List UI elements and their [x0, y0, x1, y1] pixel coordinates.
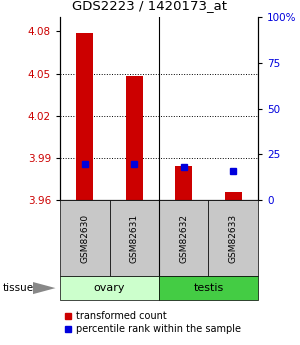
Bar [208, 200, 258, 276]
Text: ovary: ovary [94, 283, 125, 293]
Bar [76, 33, 93, 200]
Bar [110, 200, 159, 276]
Bar [175, 166, 192, 200]
Text: GSM82630: GSM82630 [80, 214, 89, 263]
Text: GSM82632: GSM82632 [179, 214, 188, 263]
Text: GDS2223 / 1420173_at: GDS2223 / 1420173_at [73, 0, 227, 12]
Bar [159, 200, 208, 276]
Legend: transformed count, percentile rank within the sample: transformed count, percentile rank withi… [65, 311, 241, 334]
Bar [60, 200, 110, 276]
Bar [60, 276, 159, 300]
Text: GSM82631: GSM82631 [130, 214, 139, 263]
Bar [225, 192, 242, 200]
Polygon shape [33, 282, 56, 294]
Bar [159, 276, 258, 300]
Bar [126, 76, 143, 200]
Text: tissue: tissue [3, 283, 34, 293]
Text: testis: testis [194, 283, 224, 293]
Text: GSM82633: GSM82633 [229, 214, 238, 263]
